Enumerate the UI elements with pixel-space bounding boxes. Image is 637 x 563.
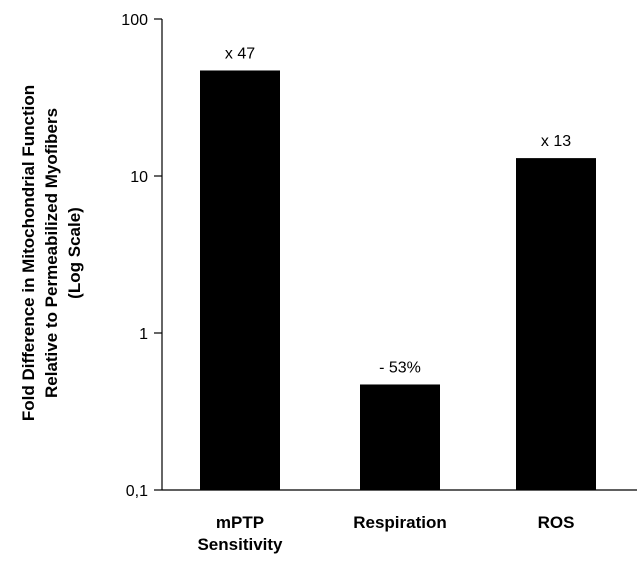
bar-value-label: - 53% (379, 359, 421, 376)
y-tick-label: 0,1 (126, 483, 148, 500)
bar-value-label: x 47 (225, 45, 255, 62)
bar (360, 384, 440, 490)
y-tick-label: 10 (130, 169, 148, 186)
y-axis-ticks: 0,1 1 10 100 (121, 12, 162, 500)
x-axis-category-labels: mPTP Sensitivity Respiration ROS (197, 513, 574, 554)
y-axis-title-line: Fold Difference in Mitochondrial Functio… (19, 85, 38, 421)
bar-value-label: x 13 (541, 133, 571, 150)
x-category-label: Respiration (353, 513, 447, 532)
bar (516, 158, 596, 490)
y-axis-title-line: (Log Scale) (65, 207, 84, 299)
x-category-label: ROS (538, 513, 575, 532)
bars (200, 70, 596, 490)
x-category-label: Sensitivity (197, 535, 283, 554)
bar-value-labels: x 47 - 53% x 13 (225, 45, 571, 376)
y-axis-title-line: Relative to Permeabilized Myofibers (42, 108, 61, 398)
y-tick-label: 100 (121, 12, 148, 29)
y-axis-title: Fold Difference in Mitochondrial Functio… (19, 85, 84, 421)
bar (200, 70, 280, 490)
y-tick-label: 1 (139, 326, 148, 343)
x-category-label: mPTP (216, 513, 264, 532)
